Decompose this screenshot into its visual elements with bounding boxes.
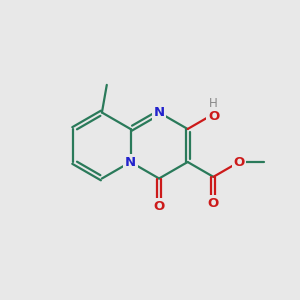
Text: O: O (208, 110, 219, 123)
Text: O: O (233, 155, 245, 169)
Text: N: N (154, 106, 165, 119)
Text: N: N (125, 155, 136, 169)
Text: O: O (154, 200, 165, 213)
Text: O: O (208, 197, 219, 210)
Text: H: H (209, 97, 218, 110)
